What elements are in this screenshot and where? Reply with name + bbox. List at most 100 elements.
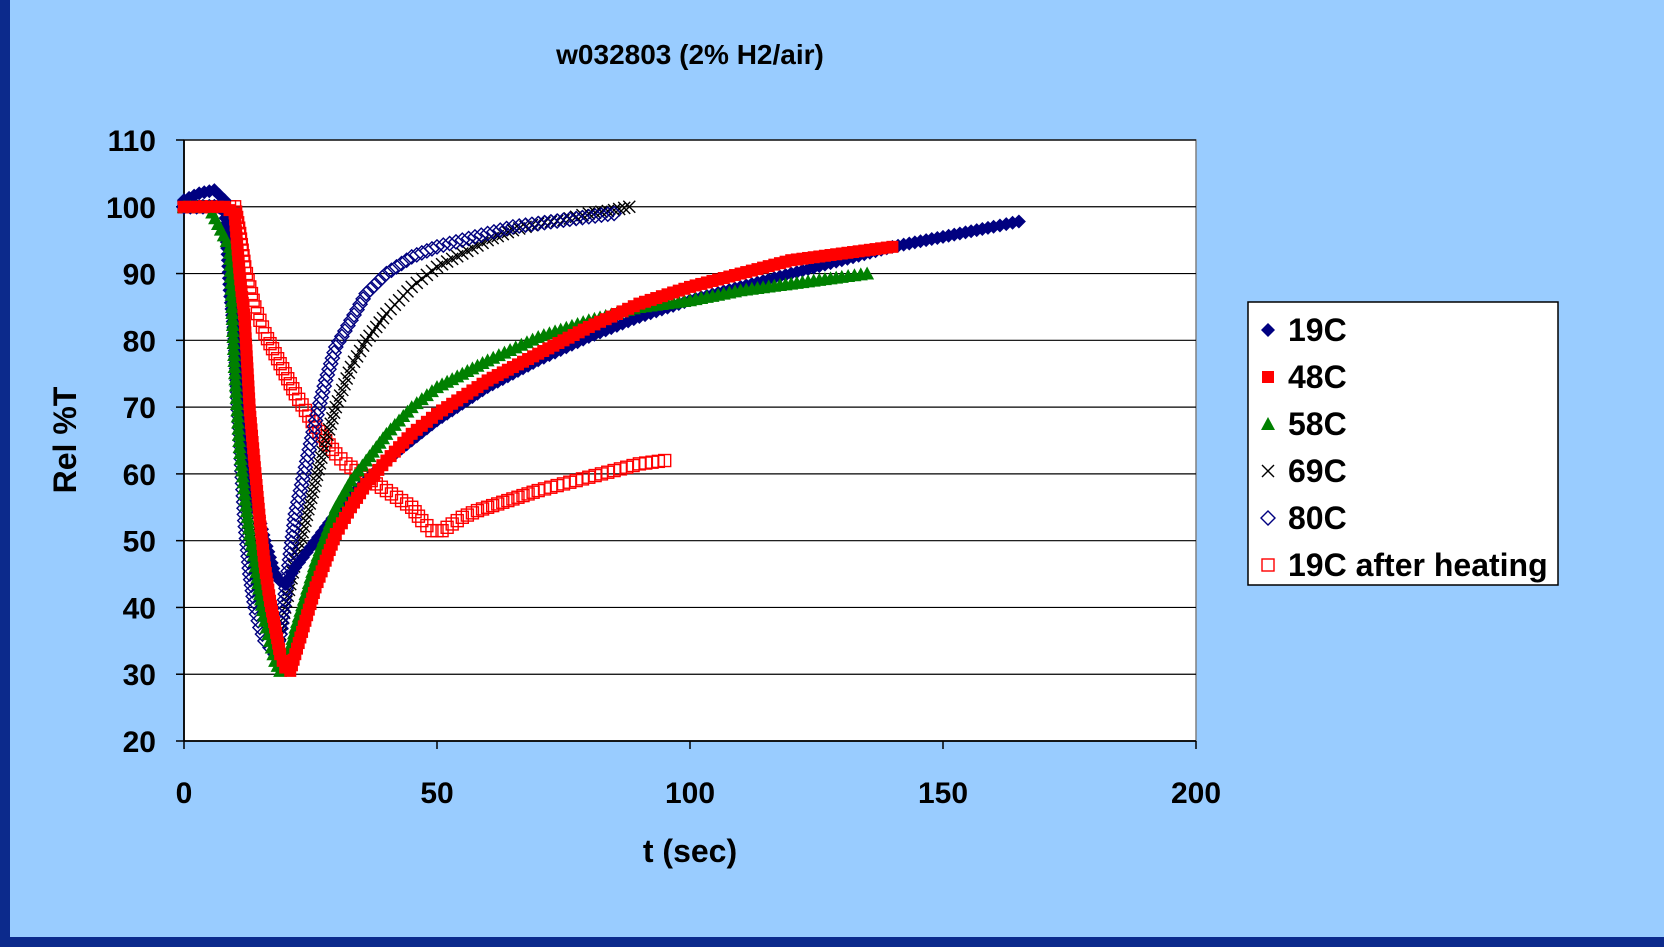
data-point [239,498,254,512]
data-point [243,532,258,546]
x-tick-label: 50 [420,777,453,810]
chart: 20 30 40 50 60 70 80 90 100 110 0 50 100 150 200 w032… [47,39,1559,869]
data-point [229,384,244,398]
data-point [561,211,578,228]
data-point [408,505,422,519]
data-point [517,217,534,234]
data-point [498,220,515,237]
legend-label: 48C [1288,359,1347,395]
y-tick-label: 20 [123,726,156,759]
data-point [242,526,257,540]
data-point [239,504,254,518]
x-tick-label: 200 [1171,777,1221,810]
legend-label: 19C [1288,312,1347,348]
data-point [330,333,347,350]
y-tick-label: 30 [123,659,156,692]
axes [176,139,1197,749]
data-point [466,228,483,245]
data-point [231,421,246,435]
data-point [229,390,244,404]
data-point [246,548,261,562]
data-point [349,301,366,318]
data-point [607,203,621,217]
data-point [327,339,344,356]
data-point [260,331,275,346]
legend-item: 48C [1262,359,1347,395]
y-tick-label: 90 [123,259,156,292]
data-point [238,492,253,506]
x-tick-label: 150 [918,777,968,810]
legend-item: 58C [1261,406,1347,442]
data-point [278,367,292,381]
data-point [318,433,333,448]
data-point [227,360,242,374]
data-point [263,336,277,351]
chart-title: w032803 (2% H2/air) [555,39,824,70]
data-point [420,268,434,282]
legend-label: 58C [1288,406,1347,442]
data-point [479,225,496,242]
data-point [455,510,469,524]
data-point [329,447,343,461]
legend-item: 19C after heating [1261,547,1548,583]
legend-box [1247,301,1559,586]
legend-marker [1261,464,1275,478]
data-point [283,377,297,391]
legend-label: 69C [1288,453,1347,489]
data-point [447,233,464,250]
data-point [521,487,535,501]
data-point [227,366,242,380]
y-tick-label: 100 [106,192,156,225]
data-point [242,521,257,535]
data-point [333,328,350,345]
y-tick-label: 50 [123,526,156,559]
data-point [599,206,616,223]
data-point [237,486,252,500]
data-point [465,506,480,520]
data-point [231,427,246,441]
data-point [568,210,585,227]
data-point [358,285,375,302]
data-point [352,296,369,313]
data-point [336,322,353,339]
data-point [370,273,387,290]
data-point [523,216,540,233]
data-point [511,217,528,234]
plot-area [183,139,1197,742]
data-point [233,446,248,460]
data-point [273,357,287,371]
data-point [860,266,875,280]
data-point [536,214,553,231]
data-point [549,212,566,229]
y-tick-label: 40 [123,592,156,625]
data-point [346,306,363,323]
data-point [230,403,245,417]
data-point [339,317,356,334]
data-point [506,492,520,506]
data-point [405,500,419,514]
data-point [425,264,439,278]
data-point [247,442,260,455]
data-point [542,213,559,230]
x-axis-label: t (sec) [643,833,737,869]
data-point [1011,214,1026,229]
data-point [383,262,400,279]
data-point [236,475,251,489]
series-19c-after-heating [177,200,672,538]
data-point [475,502,490,516]
x-tick-label: 100 [665,777,715,810]
y-tick-label: 70 [123,392,156,425]
data-point [234,457,249,471]
data-point [580,208,597,225]
series-48c [178,200,899,677]
legend-marker [1260,510,1276,526]
data-point [228,378,243,392]
data-point [230,409,245,423]
data-point [246,429,259,442]
data-point [232,434,247,448]
legend-label: 80C [1288,500,1347,536]
data-point [473,227,490,244]
data-point [504,218,521,235]
data-point [378,265,395,282]
y-tick-label: 60 [123,459,156,492]
